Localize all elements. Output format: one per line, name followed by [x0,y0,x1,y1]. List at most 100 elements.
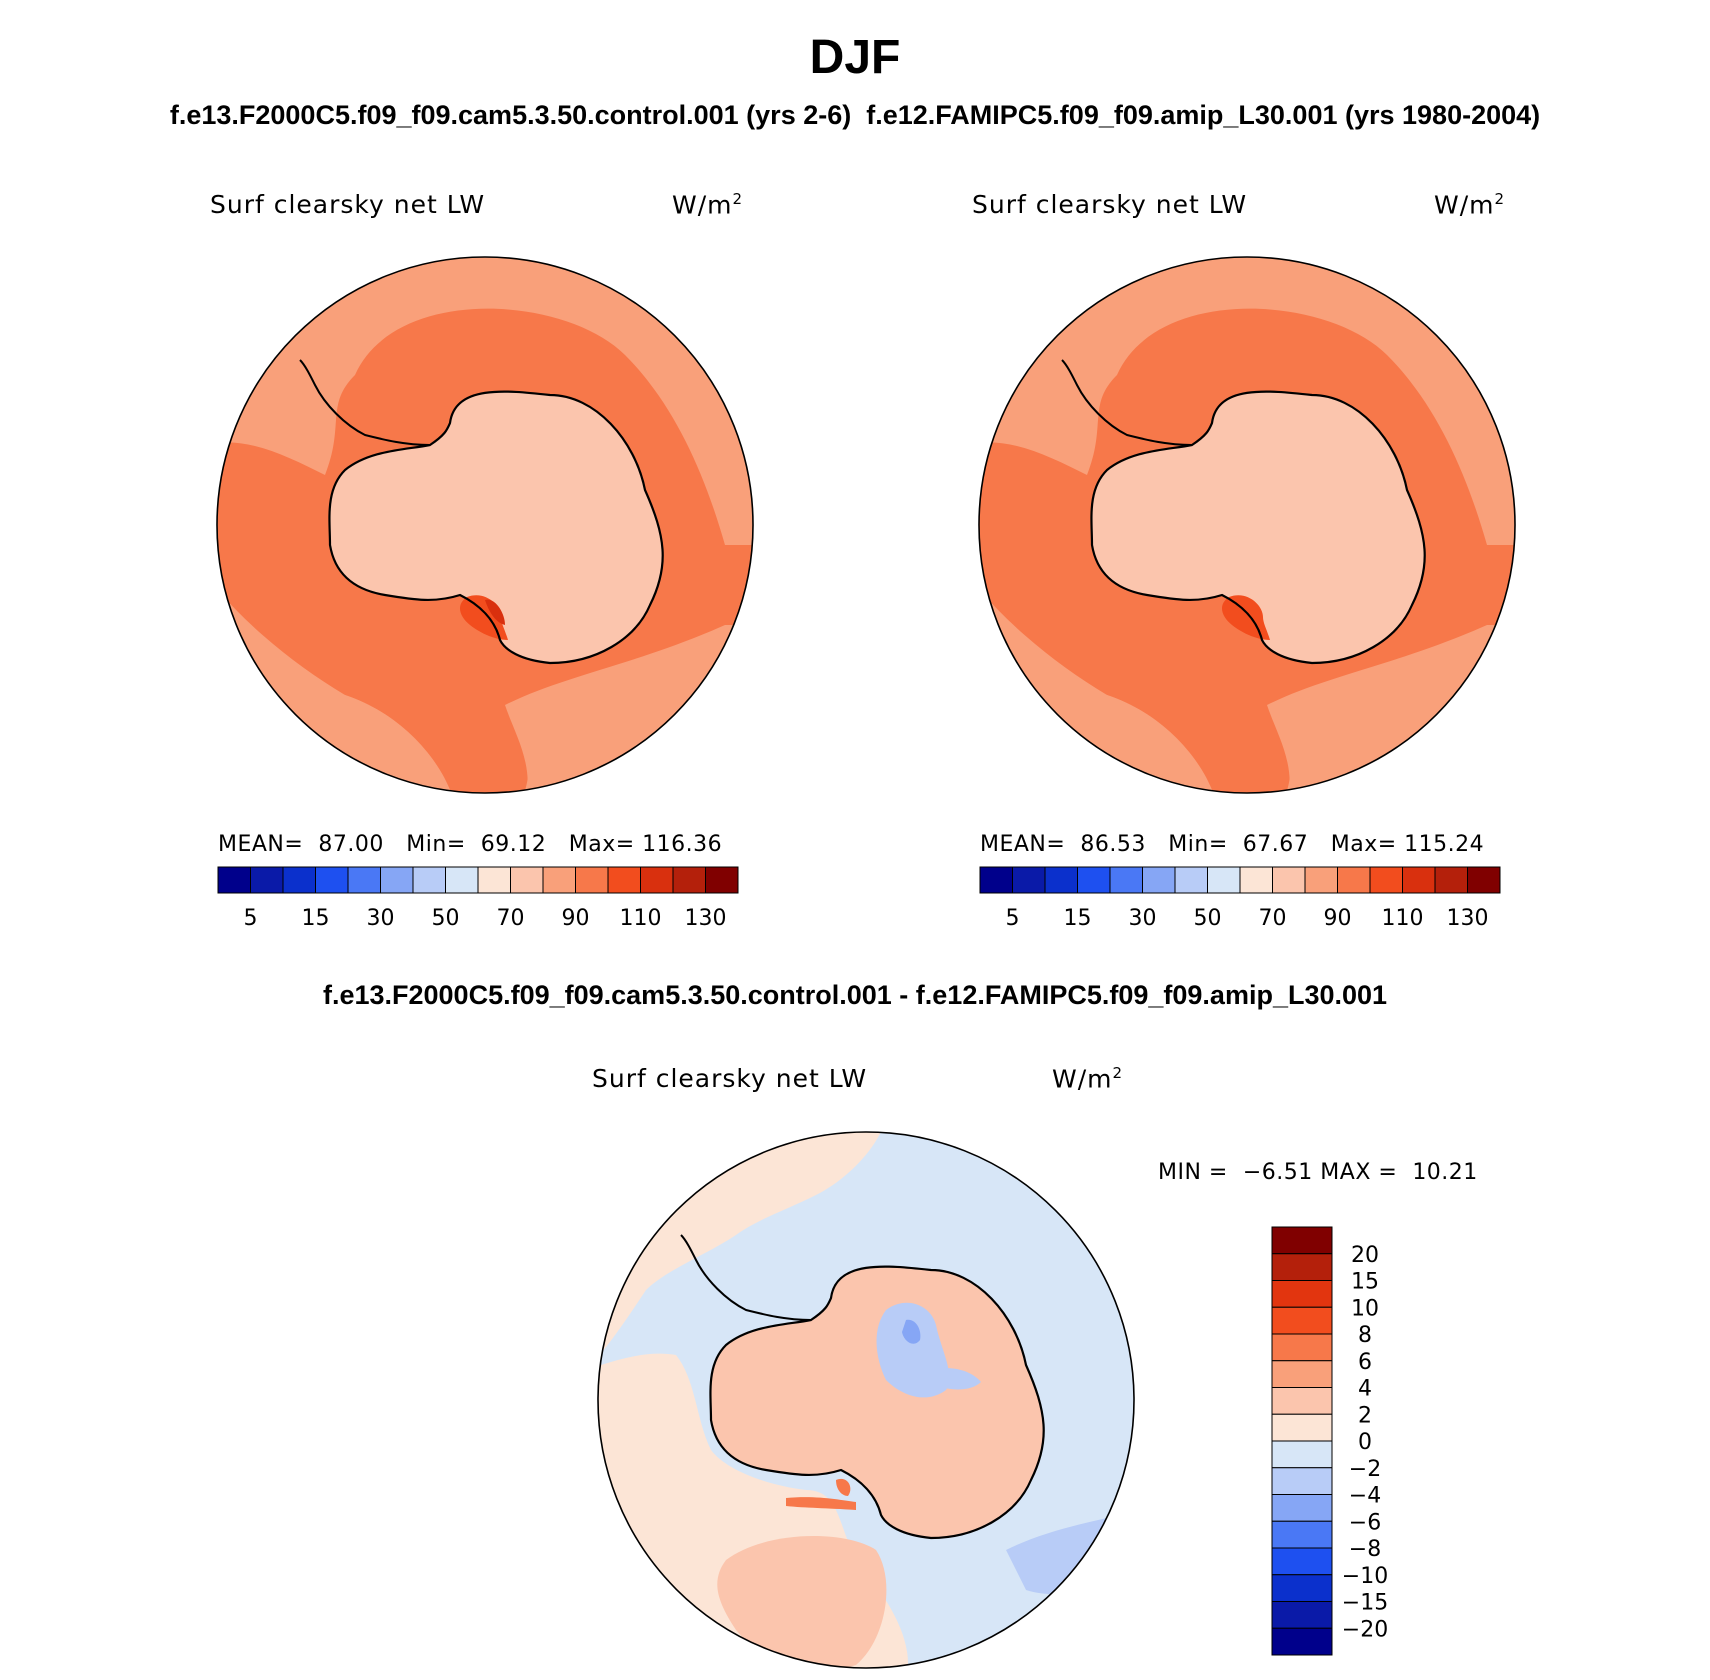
panel-1-min: 69.12 [480,832,547,857]
colorbar-tick-label: 130 [685,906,727,931]
colorbar-tick-label: 5 [1006,906,1020,931]
colorbar-swatch [1142,866,1176,894]
colorbar-swatch [1271,1574,1333,1602]
colorbar-tick-label: 30 [367,906,395,931]
colorbar-tick-label: 2 [1358,1403,1372,1428]
diff-max: 10.21 [1412,1160,1478,1185]
case-left-label: f.e13.F2000C5.f09_f09.cam5.3.50.control.… [169,100,852,130]
panel-2-mean: 86.53 [1080,832,1146,857]
diff-min: −6.51 [1242,1160,1313,1185]
diff-map [597,1131,1135,1669]
colorbar-tick-label: −20 [1342,1617,1388,1642]
colorbar-tick-label: −2 [1349,1457,1381,1482]
colorbar-tick-label: −8 [1349,1537,1381,1562]
colorbar-tick-label: 4 [1358,1377,1372,1402]
colorbar-swatch [607,866,641,894]
colorbar-tick-label: 6 [1358,1350,1372,1375]
colorbar-swatch [1271,1306,1333,1335]
colorbar-swatch [1434,866,1468,894]
colorbar-swatch [1174,866,1208,894]
colorbar-tick-label: −10 [1342,1564,1388,1589]
colorbar-tick-label: 20 [1351,1243,1379,1268]
colorbar-swatch [510,866,544,894]
colorbar-swatch [1271,1280,1333,1308]
colorbar-swatch [347,866,381,894]
colorbar-tick-label: 110 [1382,906,1424,931]
season-title: DJF [809,31,901,84]
diff-minmax: MIN = −6.51 MAX = 10.21 [1158,1160,1478,1185]
colorbar-tick-label: 15 [1064,906,1092,931]
colorbar-swatch [1271,1601,1333,1629]
colorbar-swatch [1271,1360,1333,1388]
colorbar-swatch [477,866,511,894]
colorbar-tick-label: 30 [1129,906,1157,931]
colorbar-swatch [380,866,414,894]
colorbar-swatch [575,866,609,894]
colorbar-swatch [217,866,251,894]
colorbar-tick-label: −15 [1342,1591,1388,1616]
colorbar-tick-label: 90 [562,906,590,931]
colorbar-swatch [1271,1387,1333,1415]
panel-2-variable: Surf clearsky net LW [972,190,1248,219]
colorbar-swatch [315,866,349,894]
colorbar-swatch [640,866,674,894]
panel-1-colorbar: 5 15 30 50 70 90 110 130 [217,866,739,931]
colorbar-tick-label: 50 [432,906,460,931]
colorbar-swatch [1109,866,1143,894]
colorbar-tick-label: 15 [302,906,330,931]
colorbar-swatch [282,866,316,894]
colorbar-tick-label: −4 [1349,1484,1381,1509]
colorbar-tick-label: 110 [620,906,662,931]
colorbar-swatch [1272,866,1306,894]
colorbar-swatch [1271,1467,1333,1495]
panel-1-units: W/m2 [672,190,744,220]
colorbar-swatch [1304,866,1338,894]
colorbar-tick-label: 8 [1358,1323,1372,1348]
colorbar-swatch [1271,1413,1333,1442]
panel-1-map [216,256,754,794]
panel-1-stats: MEAN= 87.00 Min= 69.12 Max= 116.36 [218,832,723,857]
case-right-label: f.e12.FAMIPC5.f09_f09.amip_L30.001 (yrs … [866,100,1541,130]
colorbar-tick-label: 10 [1351,1296,1379,1321]
diff-panel-variable: Surf clearsky net LW [592,1064,868,1093]
panel-2-min: 67.67 [1242,832,1309,857]
difference-title: f.e13.F2000C5.f09_f09.cam5.3.50.control.… [322,980,1388,1010]
colorbar-swatch [672,866,706,894]
colorbar-swatch [1207,866,1241,894]
panel-2-max: 115.24 [1404,832,1485,857]
panel-1-variable: Surf clearsky net LW [210,190,486,219]
colorbar-swatch [1271,1520,1333,1549]
diff-panel-units: W/m2 [1052,1064,1124,1094]
colorbar-swatch [1271,1253,1333,1281]
panel-1-max: 116.36 [642,832,723,857]
colorbar-tick-label: 70 [1259,906,1287,931]
colorbar-tick-label: 90 [1324,906,1352,931]
case-subtitle: f.e13.F2000C5.f09_f09.cam5.3.50.control.… [0,100,1710,131]
colorbar-swatch [1271,1494,1333,1522]
colorbar-swatch [1271,1333,1333,1362]
colorbar-swatch [1077,866,1111,894]
panel-1-mean: 87.00 [318,832,384,857]
colorbar-swatch [1402,866,1436,894]
panel-2-colorbar: 5 15 30 50 70 90 110 130 [979,866,1501,931]
colorbar-swatch [1239,866,1273,894]
colorbar-tick-label: −6 [1349,1510,1381,1535]
panel-2-units: W/m2 [1434,190,1506,220]
colorbar-swatch [250,866,284,894]
colorbar-tick-label: 0 [1358,1430,1372,1455]
colorbar-swatch [1044,866,1078,894]
colorbar-swatch [979,866,1013,894]
colorbar-swatch [1012,866,1046,894]
colorbar-swatch [542,866,576,894]
colorbar-swatch [705,866,739,894]
colorbar-tick-label: 70 [497,906,525,931]
colorbar-tick-label: 15 [1351,1270,1379,1295]
colorbar-tick-label: 50 [1194,906,1222,931]
panel-2-map [978,256,1516,794]
colorbar-swatch [1337,866,1371,894]
colorbar-swatch [1467,866,1501,894]
panel-2-stats: MEAN= 86.53 Min= 67.67 Max= 115.24 [980,832,1485,857]
colorbar-swatch [412,866,446,894]
colorbar-tick-label: 5 [244,906,258,931]
